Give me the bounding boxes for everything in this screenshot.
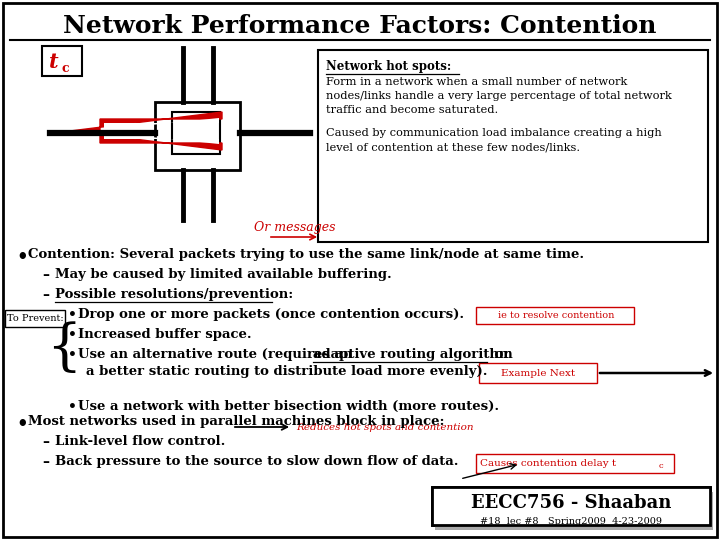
- Polygon shape: [70, 112, 222, 150]
- Text: Reduces hot spots and contention: Reduces hot spots and contention: [296, 422, 474, 431]
- Text: level of contention at these few nodes/links.: level of contention at these few nodes/l…: [326, 142, 580, 152]
- Bar: [5, 310, 65, 327]
- Bar: [476, 307, 634, 324]
- Text: ie to resolve contention: ie to resolve contention: [498, 311, 614, 320]
- Text: Use a network with better bisection width (more routes).: Use a network with better bisection widt…: [78, 400, 499, 413]
- Text: Form in a network when a small number of network: Form in a network when a small number of…: [326, 77, 627, 87]
- Text: Back pressure to the source to slow down flow of data.: Back pressure to the source to slow down…: [55, 455, 459, 468]
- Text: a better static routing to distribute load more evenly).: a better static routing to distribute lo…: [86, 365, 487, 378]
- Text: t: t: [49, 52, 59, 72]
- Text: –: –: [42, 288, 49, 302]
- Text: #18  lec #8   Spring2009  4-23-2009: #18 lec #8 Spring2009 4-23-2009: [480, 516, 662, 525]
- Bar: [432, 487, 710, 525]
- Bar: [42, 46, 82, 76]
- Text: –: –: [42, 435, 49, 449]
- Polygon shape: [92, 118, 219, 144]
- Text: Drop one or more packets (once contention occurs).: Drop one or more packets (once contentio…: [78, 308, 464, 321]
- Text: Example Next: Example Next: [501, 368, 575, 377]
- Bar: [155, 102, 240, 170]
- Bar: [476, 454, 674, 473]
- Bar: [432, 487, 710, 525]
- Text: •: •: [68, 308, 77, 322]
- Text: •: •: [16, 415, 27, 433]
- Text: –: –: [42, 268, 49, 282]
- Text: Use an alternative route (requires an: Use an alternative route (requires an: [78, 348, 357, 361]
- Text: May be caused by limited available buffering.: May be caused by limited available buffe…: [55, 268, 392, 281]
- Bar: [318, 50, 708, 242]
- Text: or: or: [490, 348, 510, 361]
- Text: traffic and become saturated.: traffic and become saturated.: [326, 105, 498, 115]
- Text: Link-level flow control.: Link-level flow control.: [55, 435, 225, 448]
- Text: Or messages: Or messages: [254, 221, 336, 234]
- Text: nodes/links handle a very large percentage of total network: nodes/links handle a very large percenta…: [326, 91, 672, 101]
- Text: •: •: [68, 400, 77, 414]
- Text: To Prevent:: To Prevent:: [6, 314, 63, 323]
- Text: •: •: [68, 348, 77, 362]
- Text: –: –: [42, 455, 49, 469]
- Text: Most networks used in parallel machines block in place:: Most networks used in parallel machines …: [28, 415, 444, 428]
- Text: Network hot spots:: Network hot spots:: [326, 60, 451, 73]
- Text: Causes contention delay t: Causes contention delay t: [480, 459, 616, 468]
- Bar: [435, 492, 713, 530]
- Text: •: •: [68, 328, 77, 342]
- Text: c: c: [61, 63, 69, 76]
- Text: Increased buffer space.: Increased buffer space.: [78, 328, 251, 341]
- Text: Possible resolutions/prevention:: Possible resolutions/prevention:: [55, 288, 293, 301]
- Text: Caused by communication load imbalance creating a high: Caused by communication load imbalance c…: [326, 128, 662, 138]
- Text: adaptive routing algorithm: adaptive routing algorithm: [313, 348, 513, 361]
- Bar: [479, 363, 597, 383]
- Text: Contention: Several packets trying to use the same link/node at same time.: Contention: Several packets trying to us…: [28, 248, 584, 261]
- Bar: [172, 112, 220, 154]
- Text: {: {: [46, 322, 81, 376]
- Text: •: •: [16, 248, 27, 266]
- Text: c: c: [659, 462, 664, 470]
- Text: Network Performance Factors: Contention: Network Performance Factors: Contention: [63, 14, 657, 38]
- Text: EECC756 - Shaaban: EECC756 - Shaaban: [471, 494, 671, 512]
